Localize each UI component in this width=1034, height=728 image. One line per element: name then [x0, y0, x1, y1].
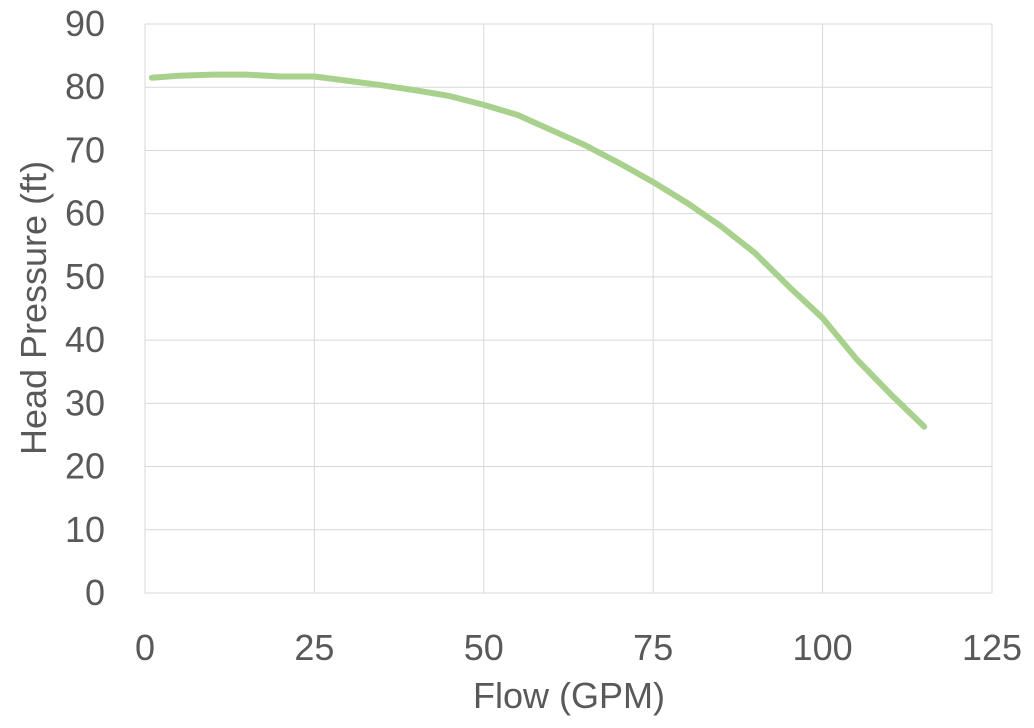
y-tick-label: 20: [65, 446, 105, 487]
y-axis-ticks: 0 10 20 30 40 50 60 70 80 90: [65, 3, 105, 613]
y-tick-label: 60: [65, 193, 105, 234]
x-tick-label: 125: [962, 627, 1022, 668]
grid: [144, 23, 993, 594]
y-tick-label: 30: [65, 382, 105, 423]
x-tick-label: 25: [294, 627, 334, 668]
y-tick-label: 0: [85, 572, 105, 613]
y-axis-title: Head Pressure (ft): [13, 161, 54, 455]
x-axis-ticks: 0 25 50 75 100 125: [135, 627, 1022, 668]
y-tick-label: 90: [65, 3, 105, 44]
x-tick-label: 100: [793, 627, 853, 668]
x-tick-label: 75: [633, 627, 673, 668]
y-tick-label: 40: [65, 319, 105, 360]
y-tick-label: 80: [65, 66, 105, 107]
x-axis-title: Flow (GPM): [473, 675, 665, 716]
y-tick-label: 70: [65, 129, 105, 170]
series-group: [148, 71, 928, 430]
series-line: [148, 71, 928, 430]
x-tick-label: 0: [135, 627, 155, 668]
y-tick-label: 50: [65, 256, 105, 297]
y-tick-label: 10: [65, 509, 105, 550]
x-tick-label: 50: [464, 627, 504, 668]
